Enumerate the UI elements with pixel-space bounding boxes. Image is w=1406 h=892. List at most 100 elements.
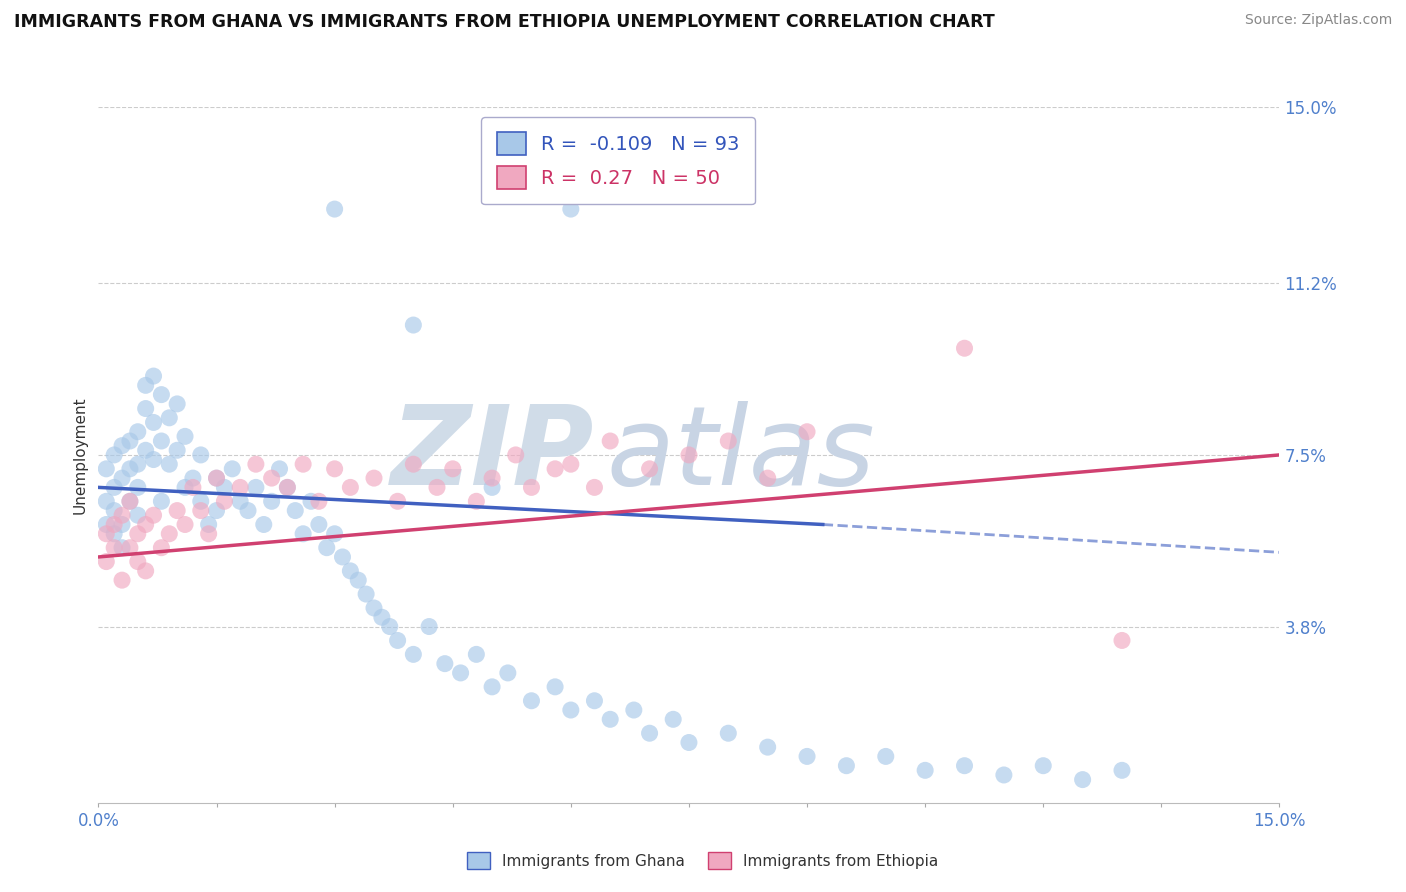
Point: [717, 434, 740, 448]
Point: [96, 494, 118, 508]
Point: [433, 657, 456, 671]
Point: [623, 703, 645, 717]
Point: [103, 517, 125, 532]
Point: [465, 648, 488, 662]
Point: [354, 587, 377, 601]
Point: [118, 462, 141, 476]
Point: [127, 526, 149, 541]
Point: [142, 452, 165, 467]
Point: [387, 633, 409, 648]
Point: [875, 749, 897, 764]
Point: [796, 749, 818, 764]
Point: [127, 508, 149, 523]
Point: [142, 508, 165, 523]
Point: [205, 471, 228, 485]
Point: [450, 665, 472, 680]
Point: [481, 680, 503, 694]
Point: [323, 202, 346, 216]
Point: [953, 341, 976, 355]
Point: [599, 712, 621, 726]
Point: [118, 494, 141, 508]
Legend: Immigrants from Ghana, Immigrants from Ethiopia: Immigrants from Ghana, Immigrants from E…: [461, 846, 945, 875]
Point: [181, 471, 204, 485]
Point: [190, 503, 212, 517]
Point: [197, 526, 219, 541]
Point: [292, 457, 315, 471]
Point: [717, 726, 740, 740]
Point: [96, 526, 118, 541]
Point: [520, 694, 543, 708]
Point: [135, 378, 157, 392]
Point: [150, 387, 173, 401]
Point: [756, 740, 779, 755]
Point: [1032, 758, 1054, 772]
Point: [96, 555, 118, 569]
Point: [181, 480, 204, 494]
Point: [583, 694, 606, 708]
Point: [347, 573, 370, 587]
Text: ZIP: ZIP: [391, 401, 595, 508]
Point: [363, 601, 385, 615]
Point: [174, 480, 197, 494]
Point: [315, 541, 337, 555]
Point: [96, 462, 118, 476]
Point: [245, 480, 267, 494]
Point: [253, 517, 276, 532]
Point: [1111, 764, 1133, 778]
Point: [323, 462, 346, 476]
Point: [1071, 772, 1094, 787]
Point: [505, 448, 527, 462]
Point: [583, 480, 606, 494]
Point: [214, 480, 236, 494]
Point: [245, 457, 267, 471]
Point: [638, 726, 661, 740]
Point: [157, 410, 180, 425]
Point: [166, 443, 188, 458]
Point: [111, 439, 134, 453]
Point: [560, 202, 582, 216]
Point: [127, 555, 149, 569]
Point: [190, 494, 212, 508]
Legend: R =  -0.109   N = 93, R =  0.27   N = 50: R = -0.109 N = 93, R = 0.27 N = 50: [481, 117, 755, 204]
Point: [150, 494, 173, 508]
Point: [135, 564, 157, 578]
Point: [465, 494, 488, 508]
Point: [914, 764, 936, 778]
Point: [402, 318, 425, 332]
Point: [284, 503, 307, 517]
Point: [111, 471, 134, 485]
Point: [111, 508, 134, 523]
Point: [260, 471, 283, 485]
Point: [756, 471, 779, 485]
Point: [166, 397, 188, 411]
Point: [214, 494, 236, 508]
Point: [332, 549, 354, 564]
Point: [426, 480, 449, 494]
Point: [953, 758, 976, 772]
Point: [299, 494, 322, 508]
Point: [560, 703, 582, 717]
Point: [142, 369, 165, 384]
Text: IMMIGRANTS FROM GHANA VS IMMIGRANTS FROM ETHIOPIA UNEMPLOYMENT CORRELATION CHART: IMMIGRANTS FROM GHANA VS IMMIGRANTS FROM…: [14, 13, 995, 31]
Point: [205, 503, 228, 517]
Point: [174, 429, 197, 443]
Point: [544, 462, 567, 476]
Point: [103, 526, 125, 541]
Point: [363, 471, 385, 485]
Point: [323, 526, 346, 541]
Point: [118, 541, 141, 555]
Point: [111, 541, 134, 555]
Point: [276, 480, 298, 494]
Point: [157, 457, 180, 471]
Point: [229, 494, 252, 508]
Point: [496, 665, 519, 680]
Point: [127, 480, 149, 494]
Point: [103, 480, 125, 494]
Point: [135, 443, 157, 458]
Point: [638, 462, 661, 476]
Point: [678, 448, 700, 462]
Point: [339, 564, 361, 578]
Point: [371, 610, 394, 624]
Point: [236, 503, 259, 517]
Point: [481, 471, 503, 485]
